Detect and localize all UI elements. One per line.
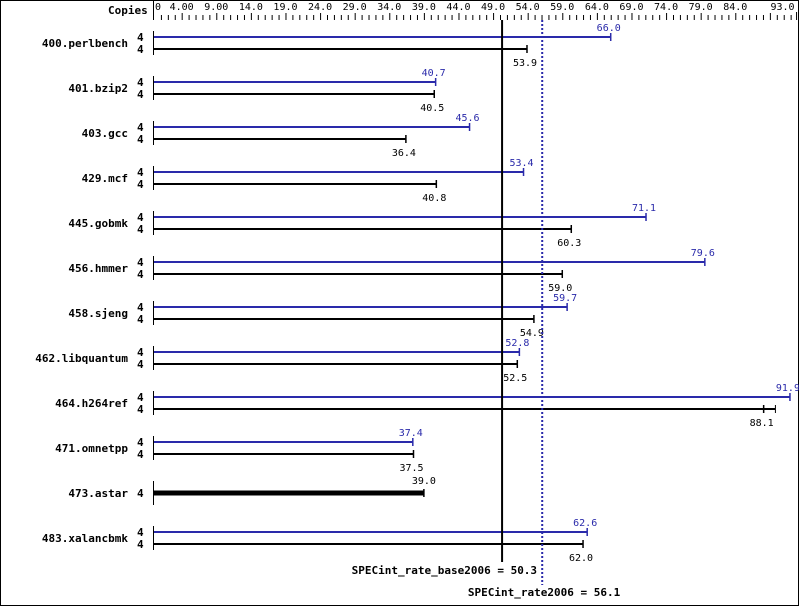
- tick-label: 49.0: [481, 2, 505, 13]
- peak-copies-label: 4: [137, 166, 144, 179]
- tick-label: 39.0: [412, 2, 436, 13]
- tick-label: 54.0: [516, 2, 540, 13]
- base-value-label: 52.5: [503, 373, 527, 384]
- peak-value-label: 53.4: [509, 158, 533, 169]
- tick-label: 59.0: [550, 2, 574, 13]
- axis-label: Copies: [108, 4, 148, 17]
- peak-copies-label: 4: [137, 301, 144, 314]
- peak-value-label: 52.8: [505, 338, 529, 349]
- peak-copies-label: 4: [137, 76, 144, 89]
- benchmark-label: 401.bzip2: [68, 82, 128, 95]
- peak-value-label: 79.6: [691, 248, 715, 259]
- base-copies-label: 4: [137, 403, 144, 416]
- tick-label: 4.00: [170, 2, 194, 13]
- base-copies-label: 4: [137, 358, 144, 371]
- peak-copies-label: 4: [137, 211, 144, 224]
- base-copies-label: 4: [137, 448, 144, 461]
- peak-copies-label: 4: [137, 346, 144, 359]
- benchmark-label: 483.xalancbmk: [42, 532, 128, 545]
- base-copies-label: 4: [137, 313, 144, 326]
- tick-label: 0: [155, 2, 161, 13]
- peak-value-label: 45.6: [456, 113, 480, 124]
- base-value-label: 53.9: [513, 58, 537, 69]
- tick-label: 69.0: [619, 2, 643, 13]
- benchmark-label: 473.astar: [68, 487, 128, 500]
- base-summary-label: SPECint_rate_base2006 = 50.3: [352, 564, 537, 577]
- tick-label: 64.0: [585, 2, 609, 13]
- benchmark-label: 458.sjeng: [68, 307, 128, 320]
- benchmark-label: 445.gobmk: [68, 217, 128, 230]
- peak-copies-label: 4: [137, 436, 144, 449]
- base-value-label: 54.9: [520, 328, 544, 339]
- tick-label: 24.0: [308, 2, 332, 13]
- base-value-label: 59.0: [548, 283, 572, 294]
- base-value-label: 60.3: [557, 238, 581, 249]
- peak-value-label: 91.9: [776, 383, 799, 394]
- base-value-label: 39.0: [412, 476, 436, 487]
- peak-copies-label: 4: [137, 121, 144, 134]
- base-copies-label: 4: [137, 178, 144, 191]
- benchmark-label: 429.mcf: [82, 172, 128, 185]
- base-value-label: 36.4: [392, 148, 416, 159]
- peak-value-label: 37.4: [399, 428, 423, 439]
- peak-value-label: 59.7: [553, 293, 577, 304]
- peak-summary-label: SPECint_rate2006 = 56.1: [468, 586, 621, 599]
- tick-label: 9.00: [204, 2, 228, 13]
- tick-label: 34.0: [377, 2, 401, 13]
- base-copies-label: 4: [137, 133, 144, 146]
- tick-label: 74.0: [654, 2, 678, 13]
- copies-label: 4: [137, 487, 144, 500]
- peak-value-label: 40.7: [422, 68, 446, 79]
- peak-copies-label: 4: [137, 391, 144, 404]
- tick-label: 93.0: [770, 2, 794, 13]
- tick-label: 14.0: [239, 2, 263, 13]
- benchmark-label: 462.libquantum: [35, 352, 128, 365]
- base-value-label: 88.1: [750, 418, 774, 429]
- benchmark-label: 464.h264ref: [55, 397, 128, 410]
- benchmark-label: 403.gcc: [82, 127, 128, 140]
- base-value-label: 40.5: [420, 103, 444, 114]
- base-copies-label: 4: [137, 43, 144, 56]
- benchmark-label: 456.hmmer: [68, 262, 128, 275]
- benchmark-label: 471.omnetpp: [55, 442, 128, 455]
- tick-label: 84.0: [723, 2, 747, 13]
- base-copies-label: 4: [137, 88, 144, 101]
- base-copies-label: 4: [137, 223, 144, 236]
- peak-value-label: 62.6: [573, 518, 597, 529]
- peak-value-label: 66.0: [597, 23, 621, 34]
- base-value-label: 62.0: [569, 553, 593, 564]
- peak-copies-label: 4: [137, 31, 144, 44]
- peak-copies-label: 4: [137, 256, 144, 269]
- base-value-label: 40.8: [422, 193, 446, 204]
- benchmark-label: 400.perlbench: [42, 37, 128, 50]
- peak-copies-label: 4: [137, 526, 144, 539]
- base-copies-label: 4: [137, 538, 144, 551]
- tick-label: 29.0: [343, 2, 367, 13]
- base-value-label: 37.5: [399, 463, 423, 474]
- tick-label: 44.0: [446, 2, 470, 13]
- base-copies-label: 4: [137, 268, 144, 281]
- tick-label: 79.0: [689, 2, 713, 13]
- peak-value-label: 71.1: [632, 203, 656, 214]
- tick-label: 19.0: [273, 2, 297, 13]
